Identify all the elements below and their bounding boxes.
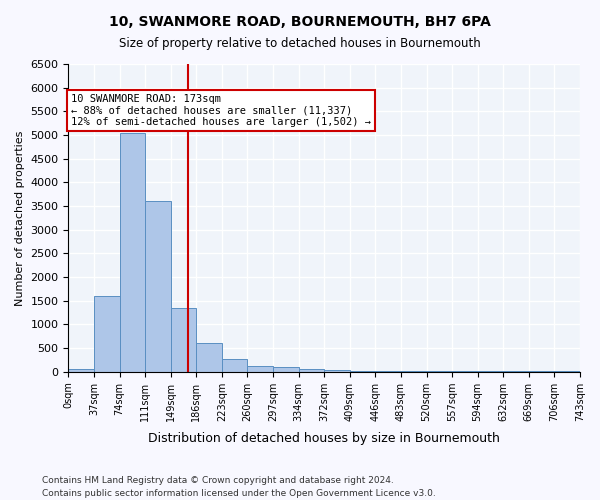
Text: 10 SWANMORE ROAD: 173sqm
← 88% of detached houses are smaller (11,337)
12% of se: 10 SWANMORE ROAD: 173sqm ← 88% of detach… xyxy=(71,94,371,127)
Bar xyxy=(324,370,350,372)
Bar xyxy=(145,202,171,372)
Text: Size of property relative to detached houses in Bournemouth: Size of property relative to detached ho… xyxy=(119,38,481,51)
Bar xyxy=(299,369,324,372)
Bar xyxy=(273,367,299,372)
Bar xyxy=(247,366,273,372)
Bar xyxy=(222,359,247,372)
Bar xyxy=(171,308,196,372)
X-axis label: Distribution of detached houses by size in Bournemouth: Distribution of detached houses by size … xyxy=(148,432,500,445)
Bar xyxy=(196,344,222,371)
Text: Contains HM Land Registry data © Crown copyright and database right 2024.: Contains HM Land Registry data © Crown c… xyxy=(42,476,394,485)
Text: 10, SWANMORE ROAD, BOURNEMOUTH, BH7 6PA: 10, SWANMORE ROAD, BOURNEMOUTH, BH7 6PA xyxy=(109,15,491,29)
Bar xyxy=(94,296,119,372)
Bar xyxy=(68,370,94,372)
Y-axis label: Number of detached properties: Number of detached properties xyxy=(15,130,25,306)
Text: Contains public sector information licensed under the Open Government Licence v3: Contains public sector information licen… xyxy=(42,488,436,498)
Bar xyxy=(119,132,145,372)
